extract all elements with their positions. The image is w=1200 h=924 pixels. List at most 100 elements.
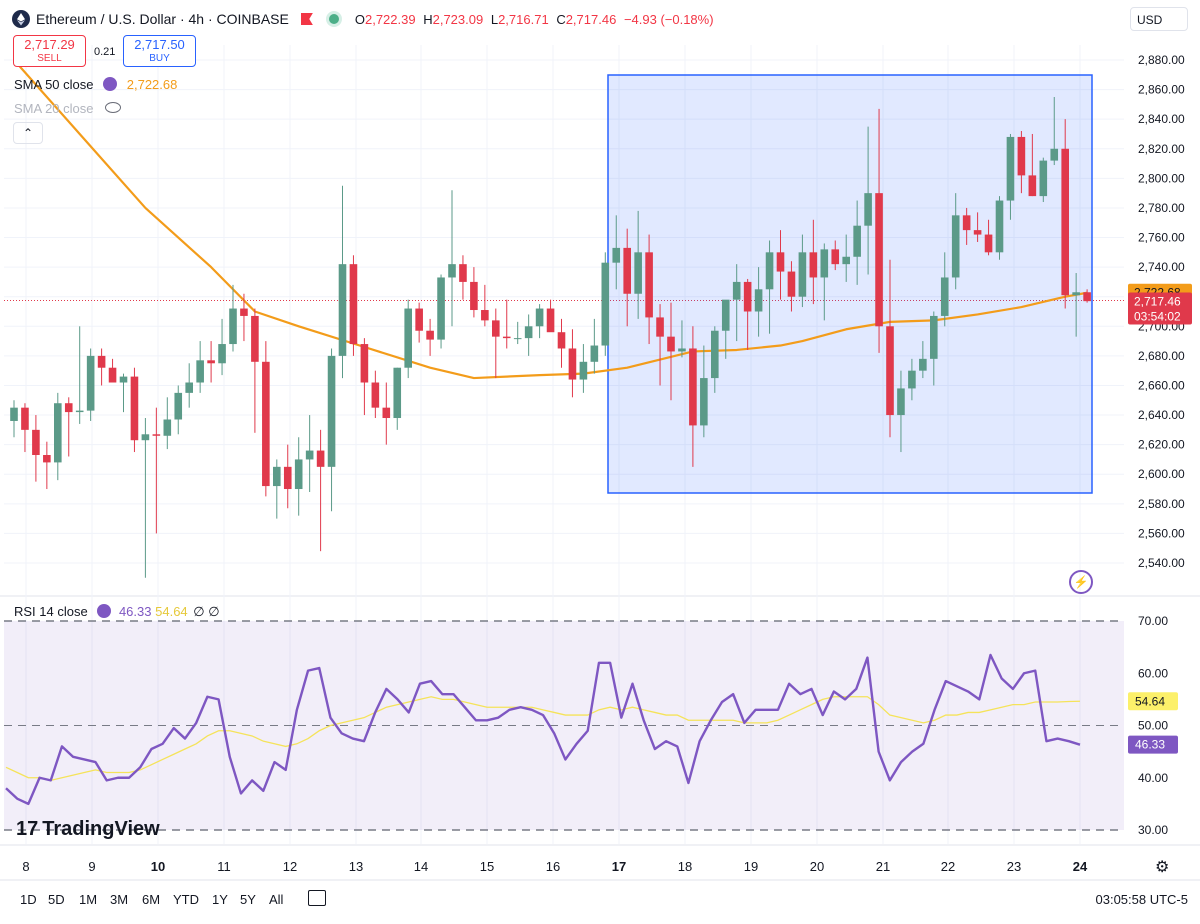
candle-body (557, 332, 566, 349)
candle-body (732, 281, 741, 300)
candle-body (700, 378, 708, 426)
candle-body (75, 410, 84, 413)
candle-body (404, 308, 412, 368)
candle (700, 345, 708, 438)
buy-button[interactable]: 2,717.50 BUY (123, 35, 196, 67)
candle-body (579, 361, 588, 380)
candle (218, 318, 226, 376)
market-status-icon[interactable] (328, 14, 339, 24)
candle (590, 318, 599, 374)
price-tick-label: 2,580.00 (1138, 497, 1185, 511)
symbol-title[interactable]: Ethereum / U.S. Dollar · 4h · COINBASE (36, 11, 289, 27)
candle-body (10, 407, 18, 421)
candle (262, 341, 270, 497)
candle (940, 252, 949, 327)
candle (10, 400, 18, 438)
date-range-icon[interactable] (308, 890, 326, 906)
eye-hidden-icon[interactable] (105, 102, 122, 113)
tf-1m[interactable]: 1M (79, 892, 98, 907)
sma20-legend[interactable]: SMA 20 close (14, 101, 122, 116)
tf-5y[interactable]: 5Y (240, 892, 256, 907)
tf-1d[interactable]: 1D (20, 892, 37, 907)
candle-body (316, 450, 325, 467)
candle (886, 259, 894, 438)
candle (371, 370, 380, 419)
rsi-tick-label: 40.00 (1138, 771, 1168, 785)
candle-body (1039, 160, 1048, 197)
lightning-icon[interactable]: ⚡ (1069, 570, 1093, 594)
candle (557, 318, 566, 368)
candle (316, 429, 325, 552)
candle-body (294, 459, 303, 490)
collapse-legend-button[interactable]: ⌃ (13, 122, 43, 144)
tf-5d[interactable]: 5D (48, 892, 65, 907)
candle-body (251, 315, 259, 362)
tf-6m[interactable]: 6M (142, 892, 161, 907)
candle (1017, 131, 1026, 194)
candle-body (185, 382, 193, 393)
candle (86, 348, 95, 421)
clock[interactable]: 03:05:58 UTC-5 (1095, 892, 1189, 907)
candle (470, 267, 478, 318)
candle (382, 382, 391, 445)
candle-body (634, 252, 642, 294)
candle (327, 348, 336, 512)
chart-settings-icon[interactable]: ⚙ (1155, 859, 1170, 876)
candle (535, 304, 544, 339)
sma50-legend[interactable]: SMA 50 close 2,722.68 (14, 77, 178, 92)
candle-body (930, 315, 938, 359)
candle-body (656, 317, 664, 337)
tradingview-logo-icon: 17 (16, 818, 39, 840)
candle (1006, 133, 1015, 220)
rsi-legend[interactable]: RSI 14 close 46.33 54.64 ∅ ∅ (14, 604, 220, 619)
candle (273, 459, 281, 519)
candle-body (448, 264, 456, 278)
candle-body (787, 271, 796, 297)
candle-body (754, 289, 763, 312)
tf-3m[interactable]: 3M (110, 892, 129, 907)
ethereum-logo-icon (12, 10, 30, 28)
candle (404, 299, 412, 379)
candle (32, 415, 40, 482)
candle-body (196, 360, 204, 383)
tf-all[interactable]: All (269, 892, 284, 907)
price-tick-label: 2,760.00 (1138, 231, 1185, 245)
settings-cycle-icon[interactable] (103, 77, 118, 91)
candle-body (426, 330, 434, 340)
tf-ytd[interactable]: YTD (173, 892, 199, 907)
candle-body (1017, 136, 1026, 176)
grid (0, 45, 1200, 881)
flag-icon[interactable] (300, 13, 313, 25)
candle-body (842, 256, 850, 265)
ohlc-readout: O2,722.39 H2,723.09 L2,716.71 C2,717.46 … (354, 11, 714, 27)
candle-body (721, 299, 730, 331)
time-tick-label: 19 (744, 859, 758, 874)
candle (1072, 273, 1080, 337)
candle-body (218, 344, 226, 364)
rsi-tick-label: 30.00 (1138, 823, 1168, 837)
candle (634, 210, 642, 319)
currency-selector[interactable]: USD (1130, 7, 1188, 31)
rsi-tag (1128, 735, 1178, 754)
candle (721, 299, 730, 359)
candle-body (86, 355, 95, 411)
candles (10, 96, 1091, 578)
sell-button[interactable]: 2,717.29 SELL (13, 35, 86, 67)
candle-body (382, 407, 391, 419)
candle (787, 261, 796, 312)
candle (754, 267, 763, 337)
settings-cycle-icon[interactable] (97, 604, 112, 618)
rsi-ma-tag-text: 54.64 (1135, 694, 1165, 708)
candle-body (897, 388, 905, 416)
candle-body (1072, 292, 1080, 296)
tf-1y[interactable]: 1Y (212, 892, 228, 907)
candle-body (174, 392, 183, 420)
time-tick-label: 14 (414, 859, 428, 874)
candle-body (590, 345, 599, 362)
candle-body (1050, 148, 1059, 161)
candle-body (798, 252, 807, 297)
rsi-ma-tag (1128, 692, 1178, 711)
candle (524, 314, 533, 356)
candle (776, 230, 785, 300)
